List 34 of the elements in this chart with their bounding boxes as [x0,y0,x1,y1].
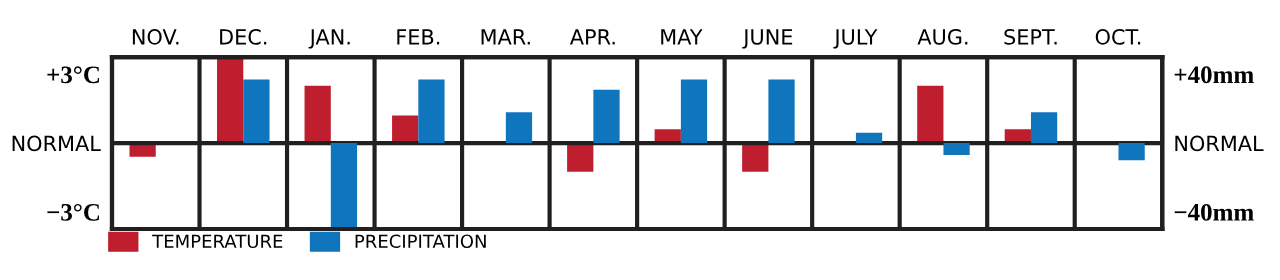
x-tick-label: JUNE [742,29,793,49]
legend-label: TEMPERATURE [152,234,283,249]
bar [680,79,708,144]
bar [304,85,331,144]
bar [418,79,445,144]
y-tick-label: +3°C [47,66,99,84]
x-tick-label: FEB. [397,29,440,45]
bar [593,89,620,144]
x-tick-label: MAY [661,29,703,45]
bar [768,79,795,144]
bar [1030,112,1058,144]
y2-tick-label: NORMAL [1175,135,1264,152]
x-tick-label: SEPT. [1004,28,1057,45]
x-tick-label: DEC. [220,28,267,45]
y-tick-label: NORMAL [12,135,101,152]
bar [917,85,944,144]
x-tick-label: NOV. [132,28,179,45]
x-tick-label: JULY [833,29,878,49]
y2-tick-label: −40mm [1174,203,1254,221]
x-tick-label: MAR. [481,29,530,45]
bar [943,143,970,156]
bar [742,143,769,172]
x-tick-label: OCT. [1095,28,1141,45]
legend-label: PRECIPITATION [355,234,486,249]
bar [330,143,358,228]
y2-tick-label: +40mm [1174,66,1254,84]
x-tick-label: JAN. [308,29,350,49]
bar [855,132,883,144]
y-tick-label: −3°C [47,203,99,221]
x-tick-label: AUG. [917,28,968,45]
bar [505,112,533,144]
bar [567,143,594,172]
x-tick-label: APR. [569,29,615,45]
bar [1118,143,1145,161]
